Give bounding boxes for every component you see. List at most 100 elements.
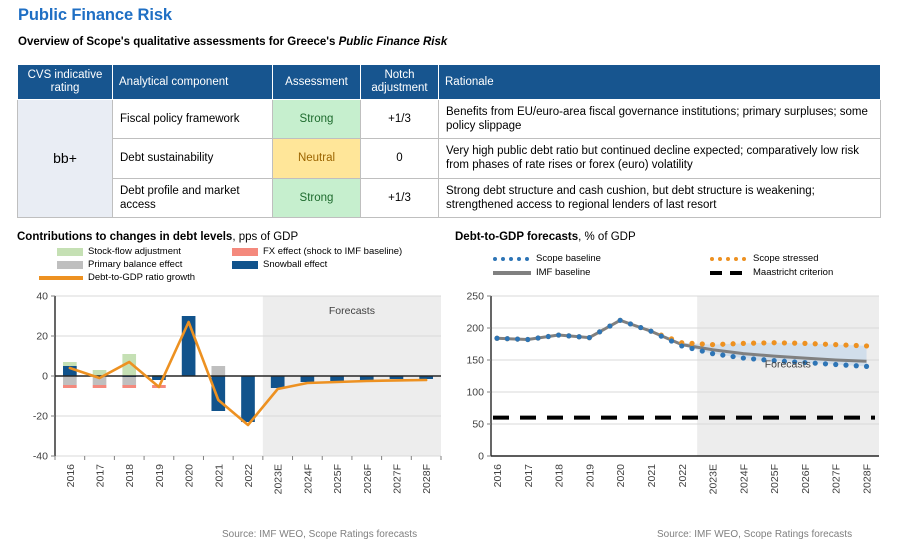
cvs-indicative-rating-value: bb+ (17, 99, 113, 218)
svg-text:2028F: 2028F (421, 464, 433, 494)
page-title: Public Finance Risk (18, 6, 172, 24)
legend-item-scope-baseline: Scope baseline (493, 254, 601, 264)
assessment-badge: Strong (272, 99, 361, 140)
legend-label-imf-baseline: IMF baseline (536, 267, 591, 278)
notch-adjustment-value: +1/3 (360, 177, 439, 218)
legend-swatch-snowball (232, 260, 258, 269)
svg-text:2017: 2017 (95, 464, 107, 488)
svg-text:2028F: 2028F (862, 464, 874, 494)
rationale-text: Very high public debt ratio but continue… (438, 138, 881, 179)
rationale-text: Strong debt structure and cash cushion, … (438, 177, 881, 218)
legend-item-maastricht: Maastricht criterion (710, 268, 833, 278)
legend-label-scope-baseline: Scope baseline (536, 253, 601, 264)
table-header-row: CVS indicative rating Analytical compone… (17, 63, 881, 101)
public-finance-risk-table: CVS indicative rating Analytical compone… (17, 63, 881, 218)
svg-text:2020: 2020 (615, 464, 627, 488)
rationale-text: Benefits from EU/euro-area fiscal govern… (438, 99, 881, 140)
svg-text:0: 0 (478, 451, 484, 463)
legend-label-maastricht: Maastricht criterion (753, 267, 834, 278)
legend-item-fx-effect: FX effect (shock to IMF baseline) (232, 247, 402, 257)
svg-text:250: 250 (466, 291, 484, 303)
legend-right: Scope baseline IMF baseline Scope stress… (455, 246, 883, 288)
legend-item-imf-baseline: IMF baseline (493, 268, 590, 278)
page-subtitle-italic: Public Finance Risk (338, 36, 448, 48)
svg-text:2017: 2017 (523, 464, 535, 488)
contributions-chart: Contributions to changes in debt levels,… (17, 231, 445, 543)
svg-text:2022: 2022 (677, 464, 689, 488)
debt-to-gdp-plot: Forecasts 0 50 100 150 200 250 2016 2017 2018 2019… (455, 288, 883, 543)
assessment-badge: Neutral (272, 138, 361, 179)
legend-label-stock-flow: Stock-flow adjustment (88, 246, 181, 257)
notch-adjustment-value: 0 (360, 138, 439, 179)
svg-text:20: 20 (36, 331, 48, 343)
component-label: Debt sustainability (120, 152, 214, 165)
svg-text:2020: 2020 (184, 464, 196, 488)
col-header-cvs-rating: CVS indicative rating (17, 63, 113, 101)
svg-text:2018: 2018 (554, 464, 566, 488)
svg-text:2016: 2016 (65, 464, 77, 488)
svg-text:0: 0 (42, 371, 48, 383)
contributions-svg: Forecasts -40 -20 0 20 40 2016 2017 2018 2019 2020… (33, 291, 442, 494)
legend-label-snowball: Snowball effect (263, 259, 328, 270)
page-subtitle: Overview of Scope's qualitative assessme… (18, 36, 447, 48)
legend-swatch-fx-effect (232, 247, 258, 256)
legend-swatch-stock-flow (57, 247, 83, 256)
svg-text:200: 200 (466, 323, 484, 335)
svg-text:Forecasts: Forecasts (765, 359, 811, 371)
legend-left: Stock-flow adjustment Primary balance ef… (17, 246, 445, 288)
svg-text:2025F: 2025F (769, 464, 781, 494)
contributions-plot: Forecasts -40 -20 0 20 40 2016 2017 2018 2019 2020… (17, 288, 445, 543)
svg-text:2024F: 2024F (302, 464, 314, 494)
svg-text:2018: 2018 (124, 464, 136, 488)
legend-swatch-primary-balance (57, 260, 83, 269)
svg-text:2021: 2021 (646, 464, 658, 488)
col-header-assessment: Assessment (272, 63, 361, 101)
legend-dots-scope-baseline (493, 255, 531, 263)
component-name: Debt sustainability (112, 138, 273, 179)
svg-text:100: 100 (466, 387, 484, 399)
table-row: Debt sustainability Neutral 0 Very high … (18, 138, 881, 179)
svg-text:150: 150 (466, 355, 484, 367)
svg-text:Forecasts: Forecasts (329, 305, 375, 317)
chart-title-main: Debt-to-GDP forecasts (455, 231, 579, 243)
chart-title-right: Debt-to-GDP forecasts, % of GDP (455, 231, 883, 243)
chart-title-sub: , % of GDP (578, 231, 636, 243)
legend-label-debt-growth: Debt-to-GDP ratio growth (88, 272, 196, 283)
svg-text:-20: -20 (33, 411, 48, 423)
svg-text:2016: 2016 (492, 464, 504, 488)
svg-text:-40: -40 (33, 451, 48, 463)
svg-text:2026F: 2026F (362, 464, 374, 494)
col-header-rationale: Rationale (438, 63, 881, 101)
legend-swatch-debt-growth (39, 275, 83, 280)
notch-adjustment-value: +1/3 (360, 99, 439, 140)
legend-item-scope-stressed: Scope stressed (710, 254, 818, 264)
svg-text:2023E: 2023E (273, 464, 285, 494)
legend-label-fx-effect: FX effect (shock to IMF baseline) (263, 246, 403, 257)
assessment-badge: Strong (272, 177, 361, 218)
component-name: Fiscal policy framework (112, 99, 273, 140)
legend-item-stock-flow: Stock-flow adjustment (57, 247, 181, 257)
page-subtitle-plain: Overview of Scope's qualitative assessme… (18, 36, 339, 48)
legend-dots-scope-stressed (710, 255, 748, 263)
chart-title-sub: , pps of GDP (232, 231, 299, 243)
legend-item-snowball: Snowball effect (232, 260, 327, 270)
legend-item-debt-growth: Debt-to-GDP ratio growth (39, 273, 195, 283)
component-label: Fiscal policy framework (120, 113, 240, 126)
svg-text:2022: 2022 (243, 464, 255, 488)
chart-title-left: Contributions to changes in debt levels,… (17, 231, 445, 243)
source-note-left: Source: IMF WEO, Scope Ratings forecasts (222, 529, 418, 540)
svg-text:40: 40 (36, 291, 48, 303)
svg-text:2021: 2021 (213, 464, 225, 488)
legend-item-primary-balance: Primary balance effect (57, 260, 182, 270)
legend-dash-maastricht (710, 269, 748, 277)
col-header-analytical-component: Analytical component (112, 63, 273, 101)
chart-title-main: Contributions to changes in debt levels (17, 231, 233, 243)
svg-text:2027F: 2027F (831, 464, 843, 494)
svg-text:2027F: 2027F (391, 464, 403, 494)
source-note-right: Source: IMF WEO, Scope Ratings forecasts (657, 529, 853, 540)
legend-label-primary-balance: Primary balance effect (88, 259, 183, 270)
svg-text:50: 50 (472, 419, 484, 431)
svg-text:2019: 2019 (584, 464, 596, 488)
table-row: Debt profile and market access Strong +1… (18, 177, 881, 218)
